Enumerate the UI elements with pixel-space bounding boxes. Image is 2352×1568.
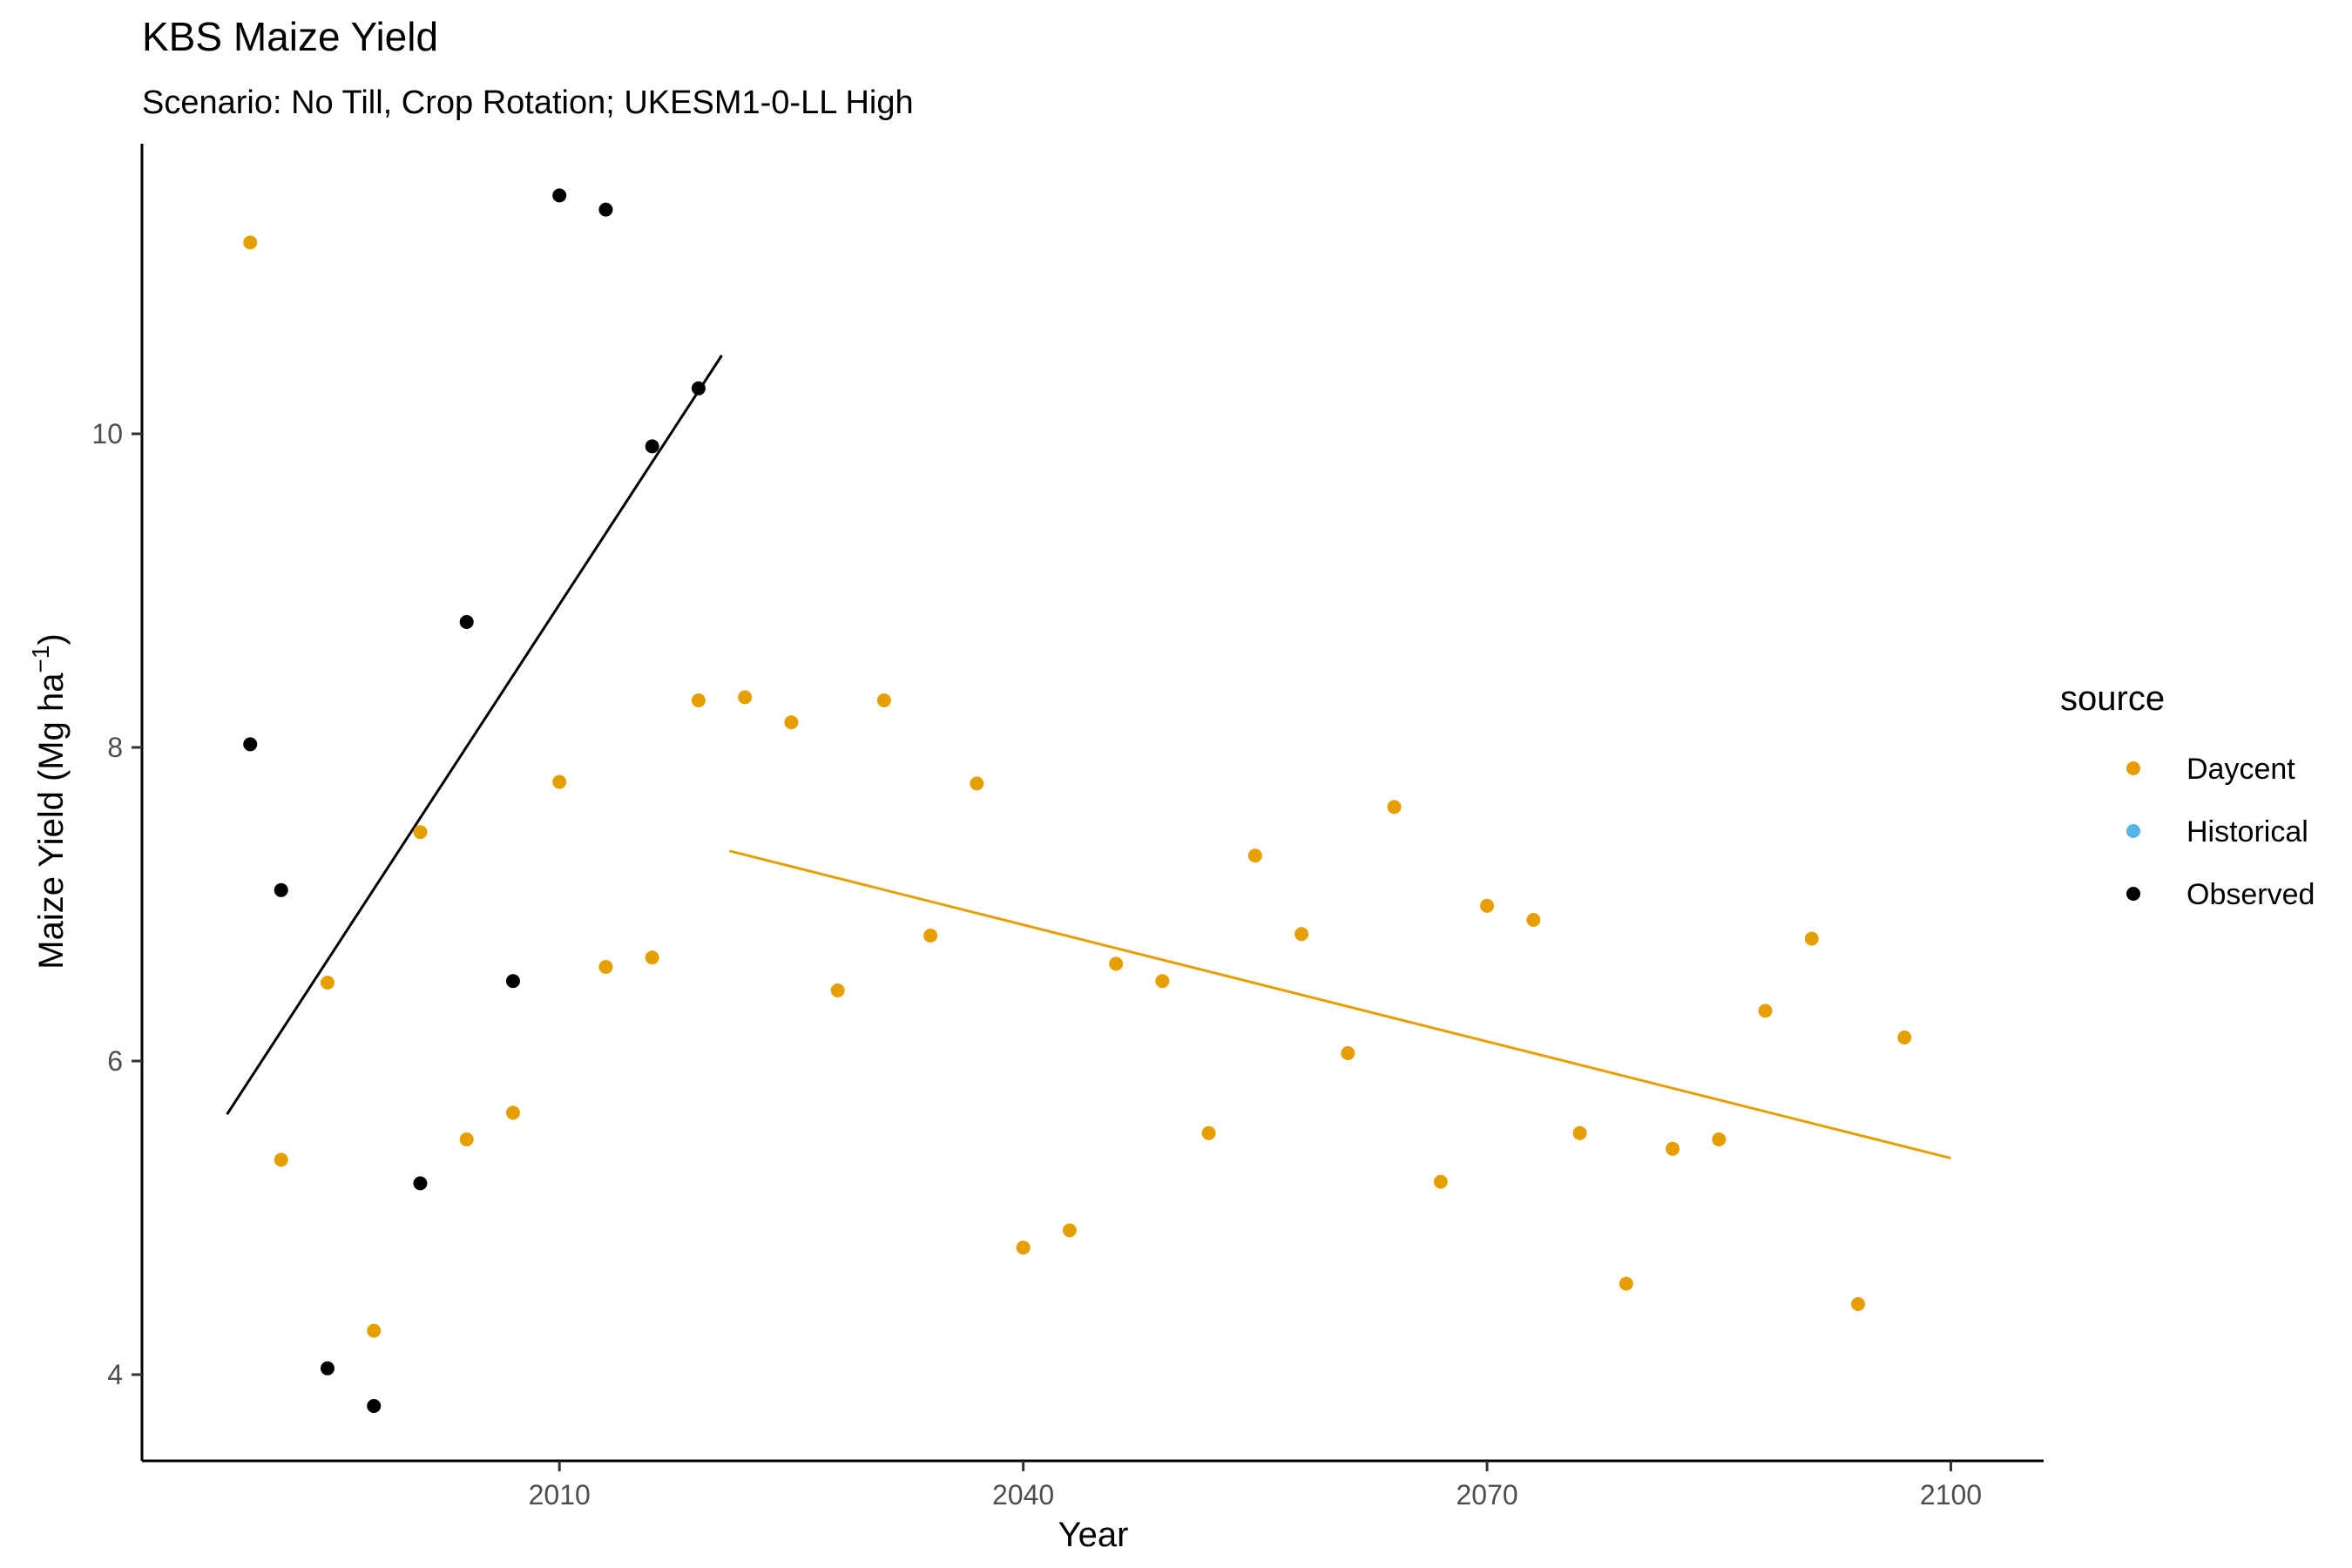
data-point-observed bbox=[505, 974, 520, 989]
x-tick-label: 2010 bbox=[529, 1479, 591, 1511]
chart-title: KBS Maize Yield bbox=[142, 14, 438, 59]
x-tick-label: 2100 bbox=[1920, 1479, 1982, 1511]
data-point-daycent bbox=[691, 693, 706, 707]
legend-label-daycent: Daycent bbox=[2186, 753, 2295, 786]
legend-key-observed bbox=[2126, 887, 2140, 901]
x-axis-title: Year bbox=[1058, 1516, 1129, 1554]
data-point-daycent bbox=[1016, 1240, 1031, 1255]
data-point-daycent bbox=[645, 950, 659, 965]
data-point-daycent bbox=[784, 715, 799, 730]
legend: source Daycent Historical Observed bbox=[2060, 679, 2315, 911]
data-point-daycent bbox=[1387, 800, 1402, 814]
y-tick-label: 8 bbox=[107, 732, 123, 763]
data-point-daycent bbox=[1851, 1297, 1866, 1311]
data-point-daycent bbox=[1433, 1174, 1448, 1189]
data-point-daycent bbox=[1341, 1046, 1355, 1060]
data-point-daycent bbox=[598, 960, 613, 974]
data-point-daycent bbox=[1758, 1004, 1773, 1018]
data-point-daycent bbox=[505, 1105, 520, 1120]
data-point-observed bbox=[320, 1361, 335, 1375]
data-point-observed bbox=[459, 615, 474, 629]
data-point-observed bbox=[274, 882, 288, 897]
y-tick-label: 10 bbox=[91, 418, 123, 449]
y-tick-label: 6 bbox=[107, 1045, 123, 1077]
y-axis-title-superscript: −1 bbox=[27, 645, 54, 673]
legend-label-observed: Observed bbox=[2186, 878, 2315, 911]
data-point-observed bbox=[598, 202, 613, 217]
data-point-daycent bbox=[1247, 848, 1262, 863]
y-axis-title-main: Maize Yield (Mg ha bbox=[32, 672, 71, 970]
data-point-daycent bbox=[243, 235, 258, 250]
data-point-daycent bbox=[1804, 931, 1819, 946]
data-point-daycent bbox=[1897, 1031, 1912, 1044]
legend-title: source bbox=[2060, 679, 2165, 718]
legend-label-historical: Historical bbox=[2186, 815, 2308, 848]
data-point-observed bbox=[552, 188, 567, 203]
data-point-observed bbox=[691, 381, 706, 395]
data-point-daycent bbox=[320, 976, 335, 990]
y-axis-title: Maize Yield (Mg ha−1) bbox=[27, 633, 71, 969]
data-point-daycent bbox=[1619, 1276, 1633, 1291]
data-point-daycent bbox=[1109, 956, 1124, 971]
plot-panel bbox=[226, 188, 1951, 1413]
data-point-daycent bbox=[923, 929, 938, 943]
data-point-daycent bbox=[1155, 974, 1170, 989]
data-point-observed bbox=[243, 737, 258, 752]
x-tick-label: 2070 bbox=[1456, 1479, 1517, 1511]
legend-key-daycent bbox=[2126, 761, 2140, 775]
data-point-daycent bbox=[876, 693, 891, 707]
x-tick-label: 2040 bbox=[992, 1479, 1054, 1511]
data-point-daycent bbox=[1712, 1132, 1727, 1146]
data-point-daycent bbox=[1062, 1223, 1077, 1238]
data-point-daycent bbox=[1572, 1125, 1587, 1140]
legend-key-historical bbox=[2126, 824, 2140, 838]
data-point-daycent bbox=[1526, 913, 1541, 927]
trend-line-observed bbox=[226, 355, 723, 1116]
data-point-daycent bbox=[274, 1152, 288, 1167]
data-point-observed bbox=[367, 1399, 382, 1413]
data-point-daycent bbox=[970, 776, 984, 791]
x-axis-ticks: 2010 2040 2070 2100 bbox=[529, 1461, 1982, 1511]
data-point-daycent bbox=[367, 1323, 382, 1338]
trend-line-daycent bbox=[729, 849, 1951, 1160]
legend-entries: Daycent Historical Observed bbox=[2126, 753, 2315, 911]
y-axis-title-close: ) bbox=[32, 633, 71, 645]
data-point-daycent bbox=[1666, 1141, 1680, 1156]
data-point-observed bbox=[645, 439, 659, 454]
data-point-daycent bbox=[459, 1132, 474, 1146]
data-point-daycent bbox=[830, 983, 845, 997]
data-point-observed bbox=[413, 1176, 428, 1191]
data-point-daycent bbox=[1294, 927, 1309, 942]
data-point-daycent bbox=[413, 825, 428, 840]
data-point-daycent bbox=[552, 774, 567, 789]
data-point-daycent bbox=[1201, 1125, 1216, 1140]
data-point-daycent bbox=[1480, 898, 1495, 913]
chart-subtitle: Scenario: No Till, Crop Rotation; UKESM1… bbox=[142, 84, 914, 121]
y-tick-label: 4 bbox=[107, 1359, 123, 1390]
data-point-daycent bbox=[738, 690, 753, 705]
y-axis-ticks: 4 6 8 10 bbox=[91, 418, 142, 1390]
